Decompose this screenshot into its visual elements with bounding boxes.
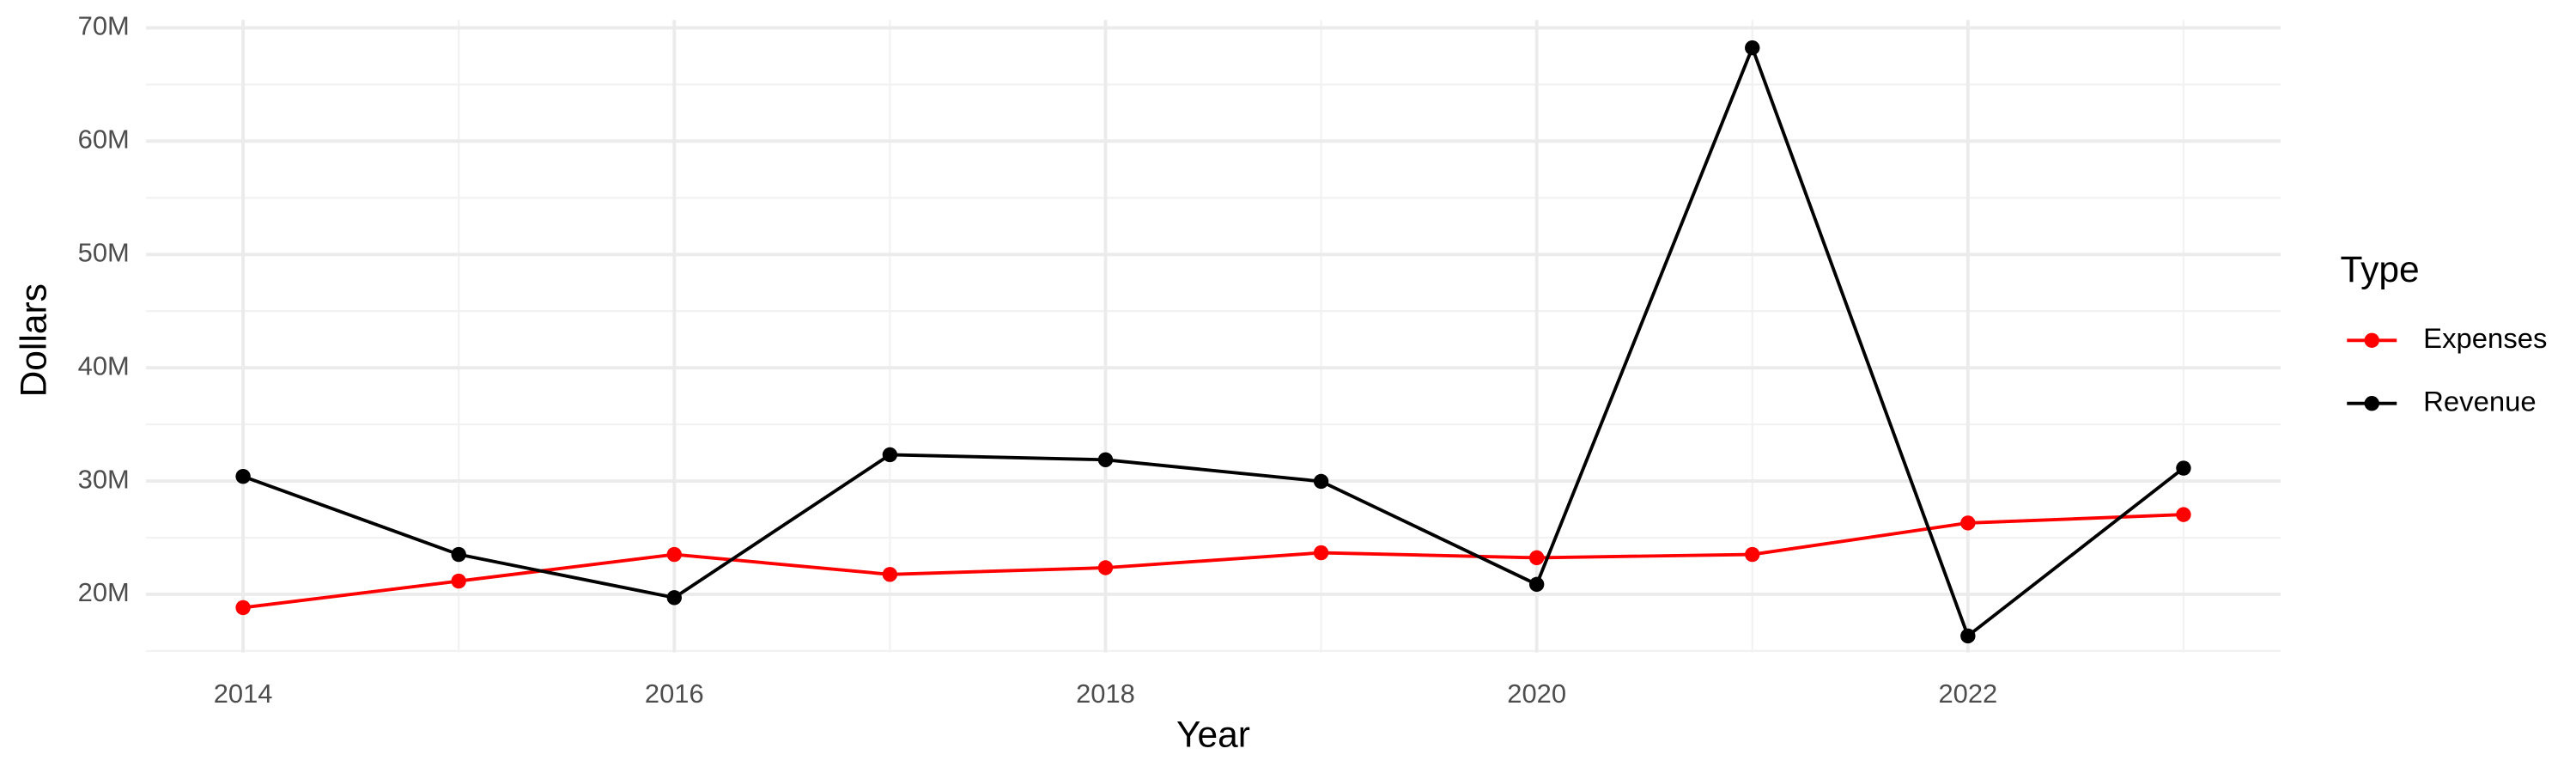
- y-tick-label: 30M: [78, 464, 130, 494]
- data-point: [2176, 460, 2191, 476]
- data-point: [1960, 515, 1976, 531]
- legend-label: Expenses: [2423, 322, 2547, 354]
- x-tick-label: 2022: [1938, 679, 1997, 709]
- y-tick-label: 40M: [78, 350, 130, 380]
- data-point: [1097, 560, 1114, 575]
- data-point: [666, 590, 682, 606]
- data-point: [235, 468, 251, 484]
- y-axis-title: Dollars: [15, 283, 55, 397]
- data-point: [451, 573, 466, 589]
- data-point: [1528, 576, 1545, 593]
- x-tick-label: 2016: [645, 679, 704, 709]
- data-point: [666, 546, 682, 563]
- legend-key-point: [2364, 332, 2379, 348]
- data-point: [2176, 507, 2191, 522]
- x-tick-label: 2018: [1076, 679, 1135, 709]
- data-point: [1313, 473, 1329, 490]
- x-axis-title: Year: [1176, 715, 1250, 755]
- data-point: [882, 567, 898, 582]
- y-tick-label: 50M: [78, 237, 130, 267]
- data-point: [235, 600, 251, 616]
- series-line: [242, 43, 2185, 639]
- y-tick-label: 60M: [78, 125, 130, 155]
- data-point: [451, 546, 466, 563]
- grid: [146, 20, 2281, 653]
- data-point: [1960, 628, 1976, 644]
- data-point: [882, 447, 898, 463]
- legend-label: Revenue: [2423, 385, 2537, 417]
- y-tick-label: 70M: [78, 11, 130, 41]
- series-line: [242, 513, 2184, 610]
- y-tick-label: 20M: [78, 577, 130, 607]
- data-point: [1097, 452, 1114, 467]
- legend-key-point: [2364, 396, 2379, 411]
- x-tick-label: 2014: [214, 679, 273, 709]
- data-point: [1745, 546, 1760, 563]
- legend-title: Type: [2341, 250, 2420, 290]
- data-point: [1745, 40, 1760, 56]
- data-point: [1313, 545, 1329, 561]
- x-tick-label: 2020: [1507, 679, 1566, 709]
- data-point: [1528, 550, 1545, 566]
